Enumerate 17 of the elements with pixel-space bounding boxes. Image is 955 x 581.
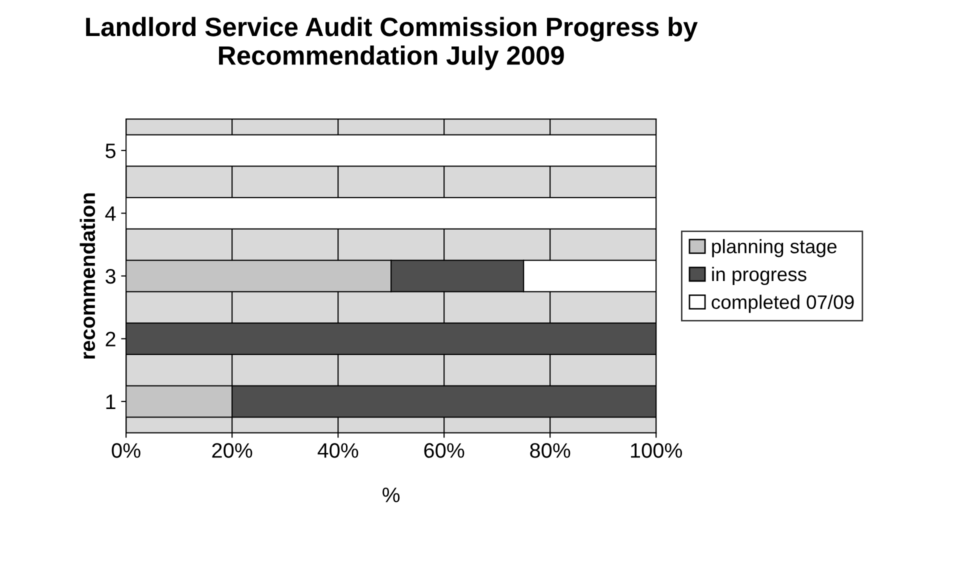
- legend-label: completed 07/09: [712, 294, 854, 313]
- y-tick-label: 2: [106, 332, 116, 346]
- x-axis-title: %: [382, 488, 400, 502]
- y-tick-label: 1: [106, 394, 116, 410]
- x-tick-label: 60%: [424, 443, 464, 458]
- legend-label: in progress: [712, 266, 806, 286]
- chart-title: Landlord Service Audit Commission Progress by Recommendation July 2009: [86, 16, 698, 70]
- y-tick-label: 3: [106, 268, 116, 284]
- x-tick-label: 80%: [530, 443, 570, 458]
- x-tick-label: 0%: [112, 443, 140, 458]
- x-tick-label: 20%: [212, 443, 252, 458]
- x-tick-label: 100%: [631, 443, 682, 458]
- legend-label: planning stage: [712, 239, 837, 258]
- y-tick-label: 4: [105, 206, 116, 221]
- x-tick-label: 40%: [318, 443, 358, 458]
- y-axis-title: recommendation: [80, 193, 96, 359]
- y-tick-label: 5: [106, 144, 116, 158]
